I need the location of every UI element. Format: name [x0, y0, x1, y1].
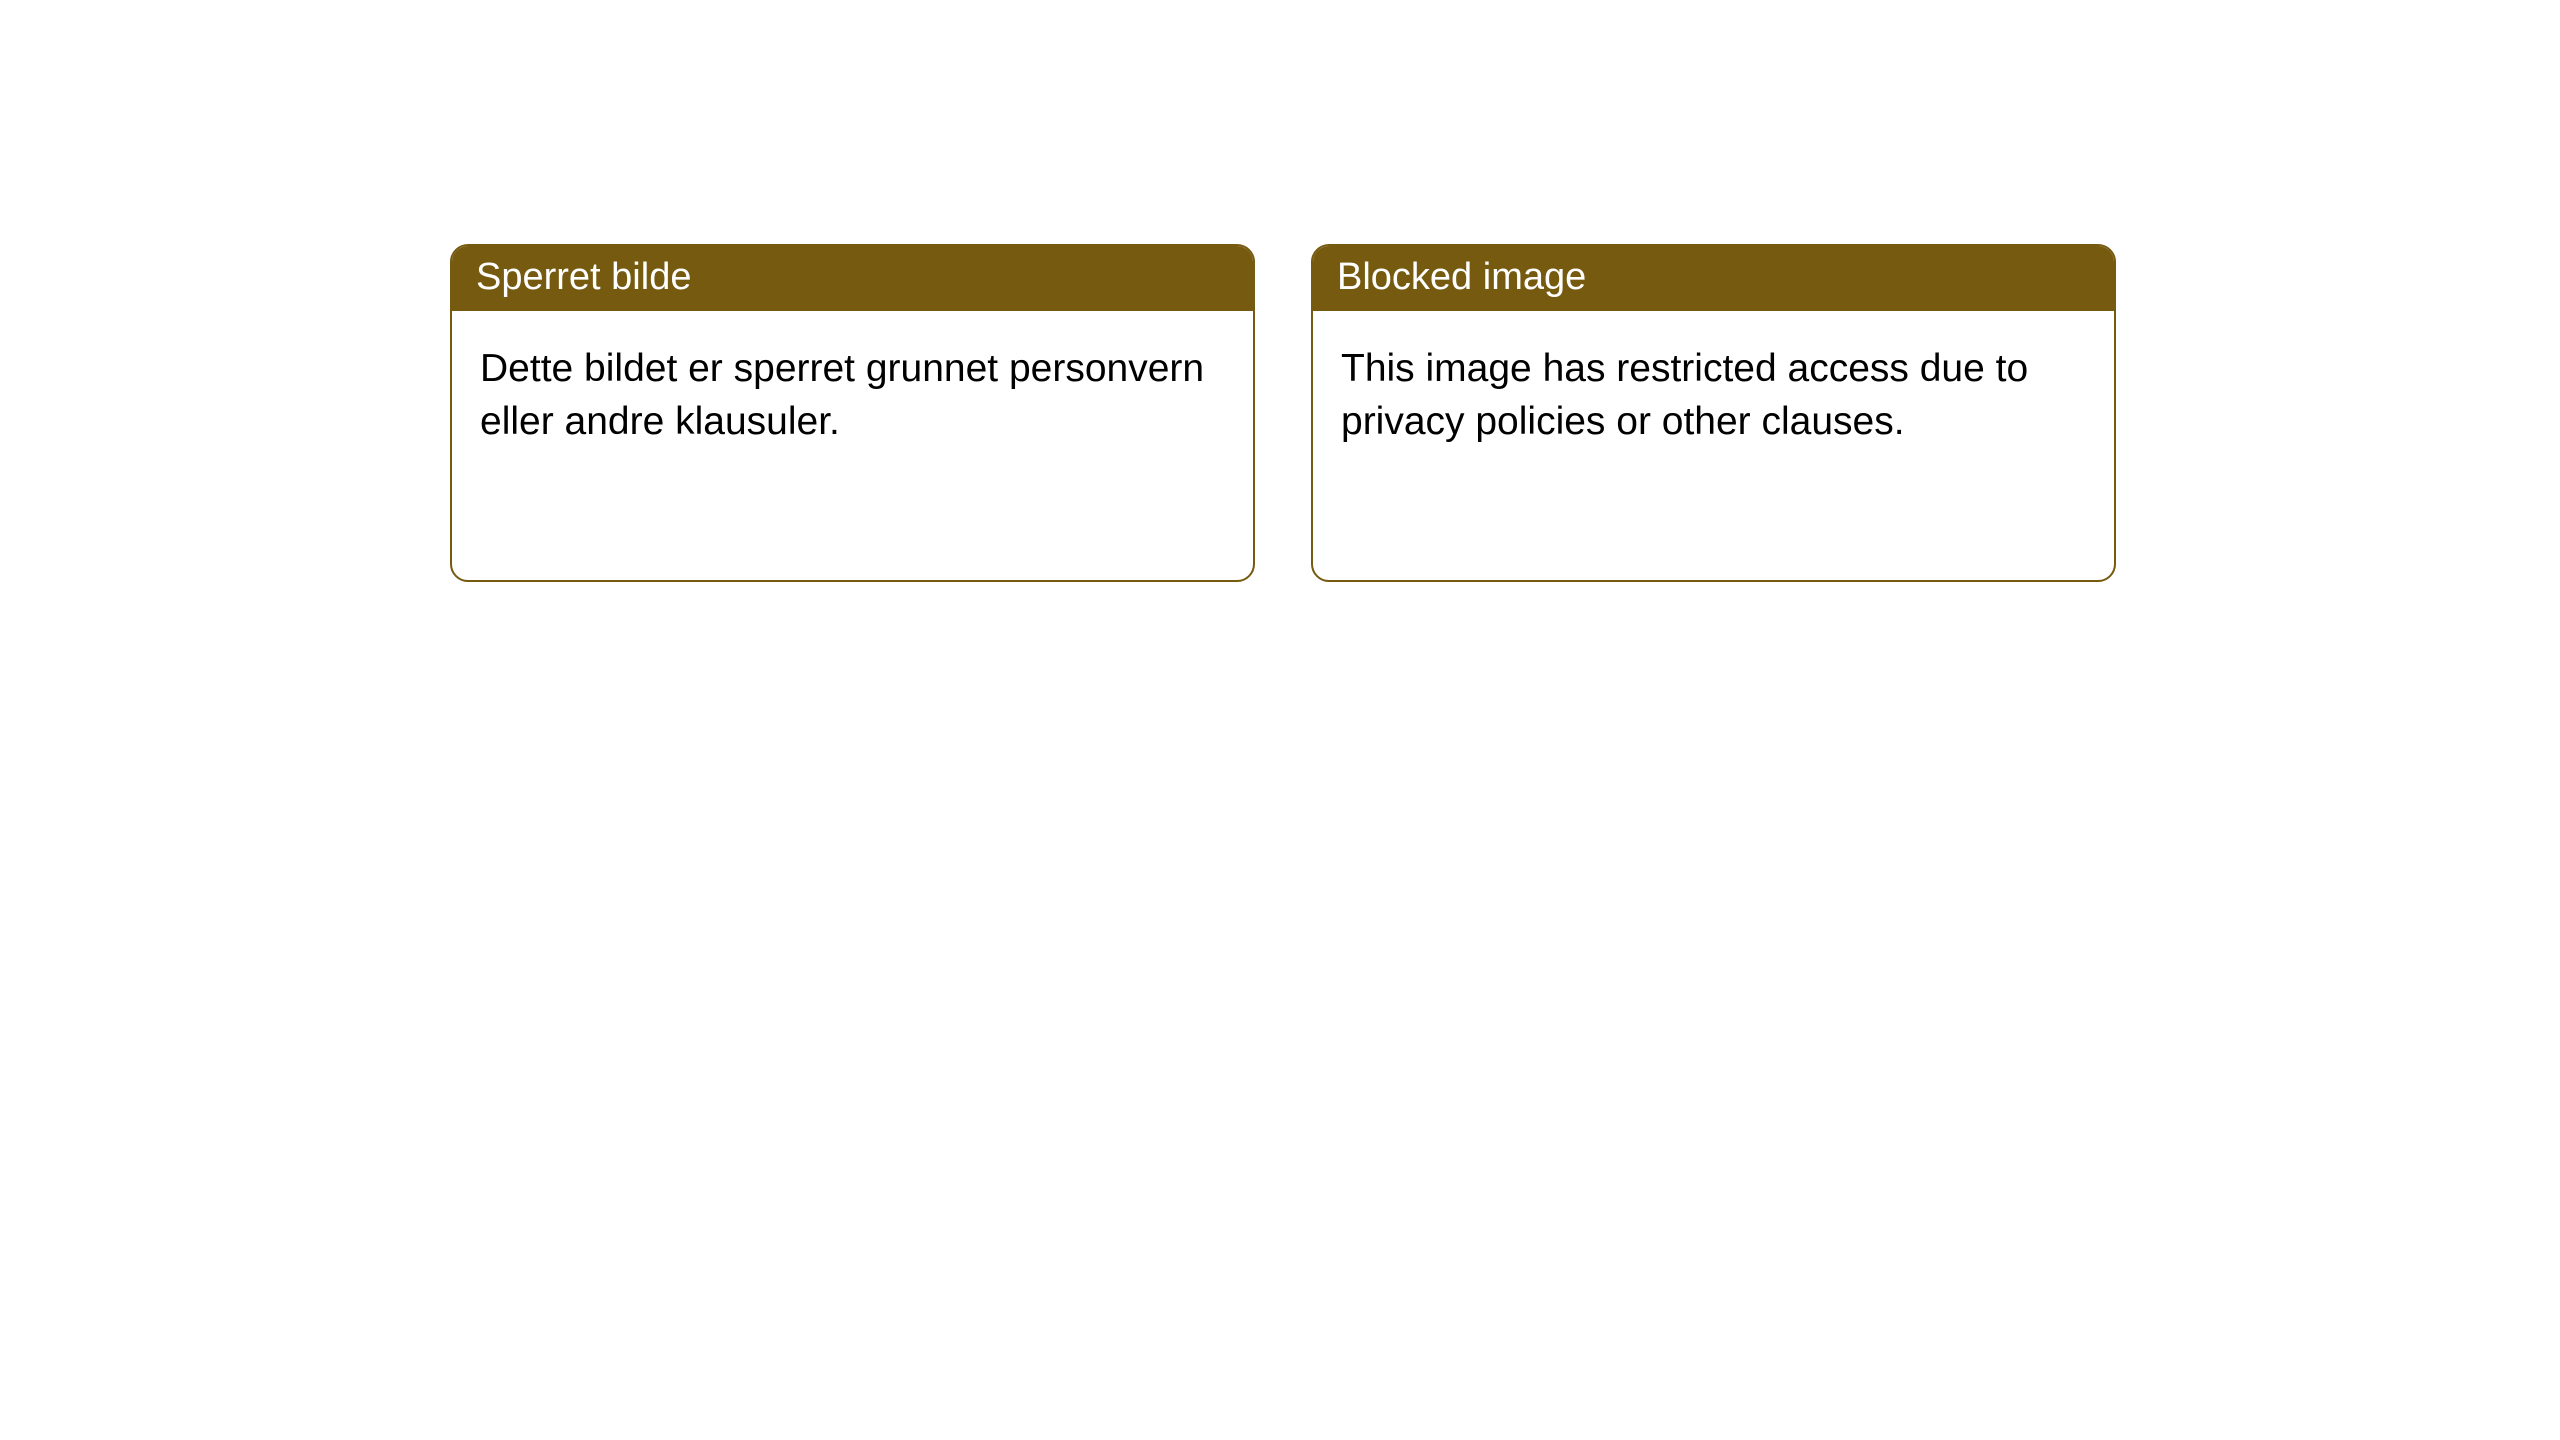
- card-body: Dette bildet er sperret grunnet personve…: [452, 311, 1253, 480]
- card-header: Sperret bilde: [452, 246, 1253, 311]
- blocked-image-cards: Sperret bilde Dette bildet er sperret gr…: [450, 244, 2116, 582]
- card-body: This image has restricted access due to …: [1313, 311, 2114, 480]
- card-header: Blocked image: [1313, 246, 2114, 311]
- card-body-text: This image has restricted access due to …: [1341, 347, 2028, 443]
- card-title: Sperret bilde: [476, 256, 691, 298]
- card-title: Blocked image: [1337, 256, 1586, 298]
- card-body-text: Dette bildet er sperret grunnet personve…: [480, 347, 1204, 443]
- blocked-image-card-no: Sperret bilde Dette bildet er sperret gr…: [450, 244, 1255, 582]
- blocked-image-card-en: Blocked image This image has restricted …: [1311, 244, 2116, 582]
